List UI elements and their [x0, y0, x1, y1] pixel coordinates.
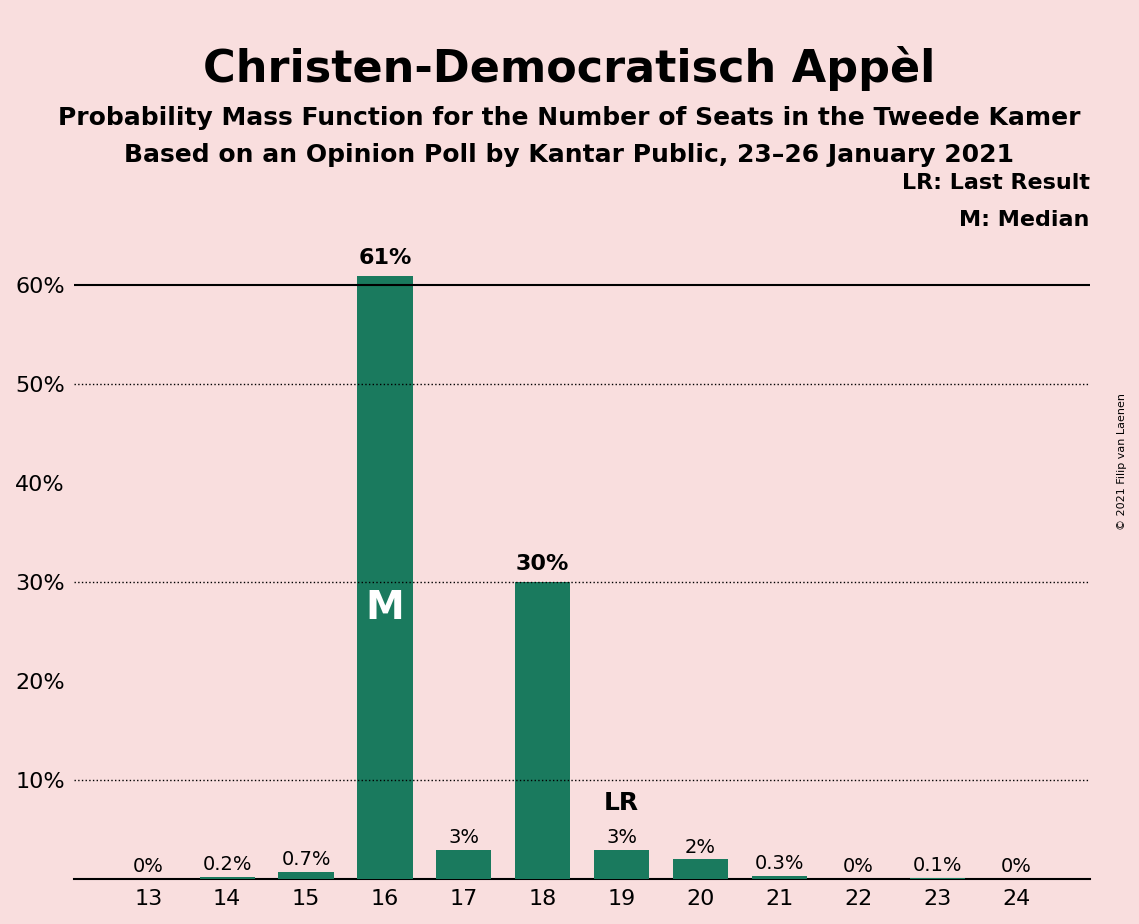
Text: 3%: 3%: [449, 828, 480, 846]
Text: M: Median: M: Median: [959, 210, 1090, 230]
Text: Probability Mass Function for the Number of Seats in the Tweede Kamer: Probability Mass Function for the Number…: [58, 106, 1081, 130]
Bar: [673, 859, 728, 880]
Bar: [515, 582, 571, 880]
Text: 0.2%: 0.2%: [203, 856, 252, 874]
Text: 0.1%: 0.1%: [912, 857, 962, 875]
Bar: [436, 849, 491, 880]
Text: Christen-Democratisch Appèl: Christen-Democratisch Appèl: [204, 46, 935, 91]
Text: 30%: 30%: [516, 554, 570, 575]
Text: LR: Last Result: LR: Last Result: [902, 173, 1090, 193]
Bar: [358, 275, 412, 880]
Text: 0%: 0%: [1001, 857, 1032, 876]
Text: 61%: 61%: [359, 248, 411, 268]
Bar: [752, 876, 808, 880]
Bar: [199, 877, 255, 880]
Text: © 2021 Filip van Laenen: © 2021 Filip van Laenen: [1117, 394, 1126, 530]
Text: M: M: [366, 589, 404, 626]
Text: 0%: 0%: [133, 857, 164, 876]
Text: LR: LR: [604, 791, 639, 815]
Text: 3%: 3%: [606, 828, 637, 846]
Text: 0%: 0%: [843, 857, 874, 876]
Text: 2%: 2%: [685, 837, 716, 857]
Text: Based on an Opinion Poll by Kantar Public, 23–26 January 2021: Based on an Opinion Poll by Kantar Publi…: [124, 143, 1015, 167]
Bar: [593, 849, 649, 880]
Bar: [910, 879, 965, 880]
Text: 0.3%: 0.3%: [755, 855, 804, 873]
Text: 0.7%: 0.7%: [281, 850, 330, 869]
Bar: [278, 872, 334, 880]
